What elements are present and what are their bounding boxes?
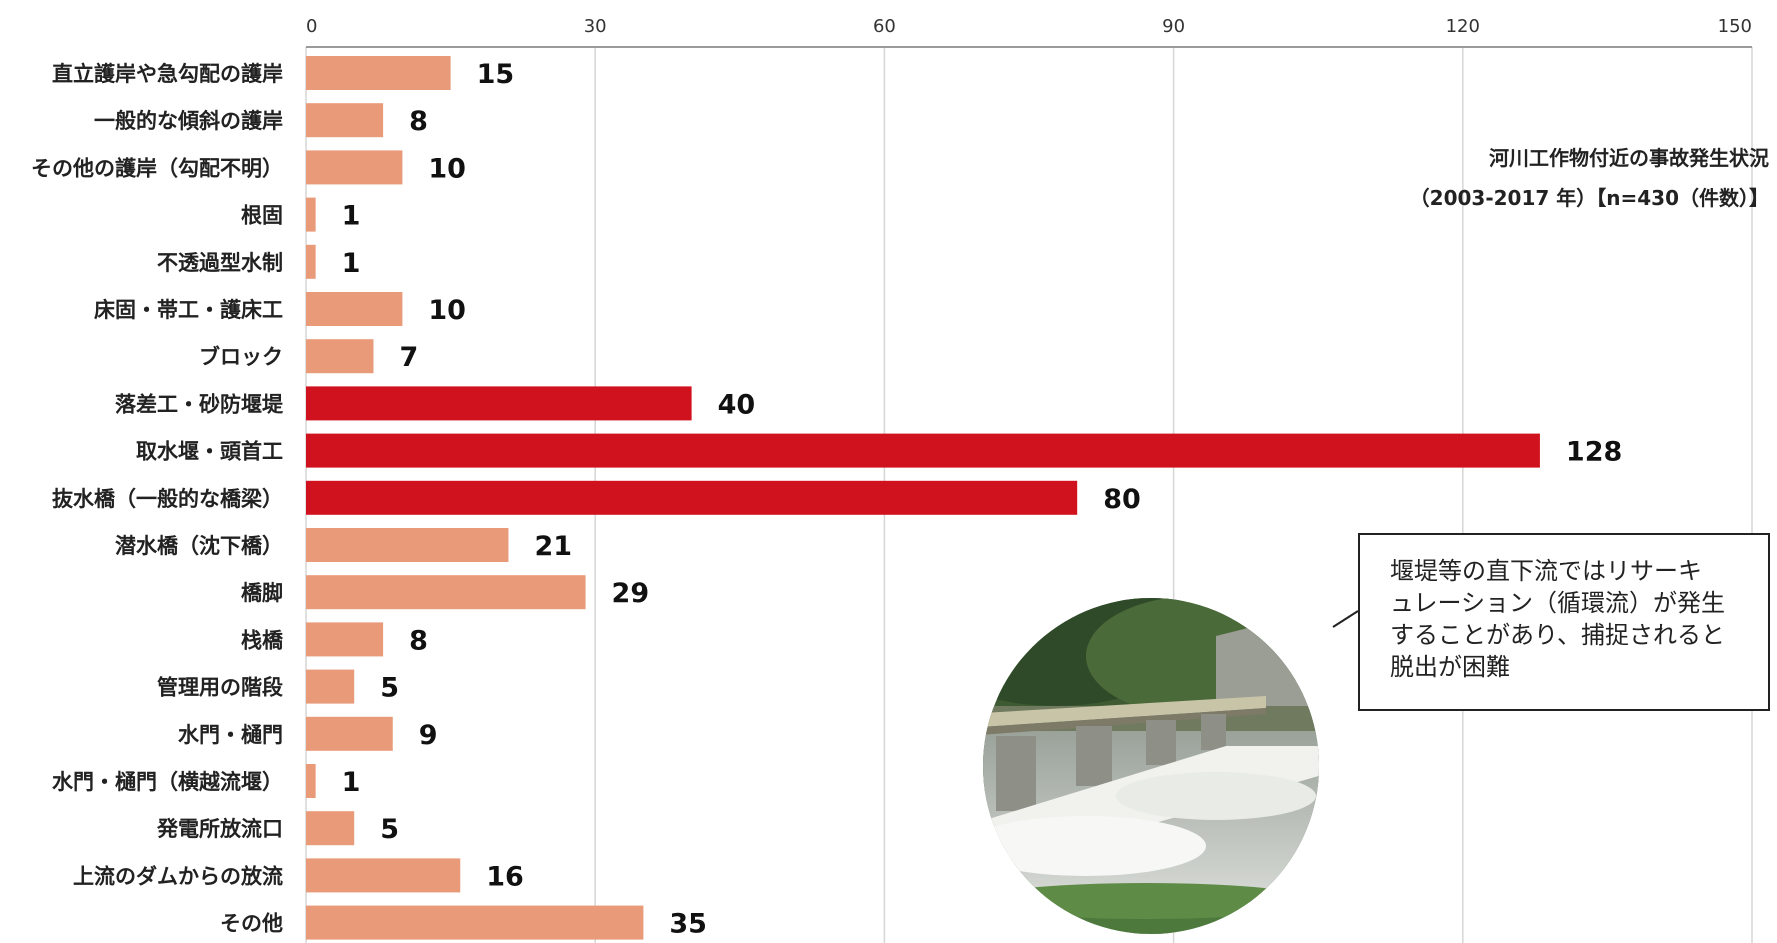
x-tick-label: 90 xyxy=(1162,16,1185,37)
bar xyxy=(306,244,316,279)
category-label: 直立護岸や急勾配の護岸 xyxy=(52,62,283,86)
callout-line-4: 脱出が困難 xyxy=(1390,653,1510,681)
category-label: 発電所放流口 xyxy=(156,817,283,841)
callout-line-2: ュレーション（循環流）が発生 xyxy=(1390,589,1726,617)
bar xyxy=(306,150,403,185)
bar xyxy=(306,669,355,704)
category-label: 橋脚 xyxy=(241,581,283,605)
bar xyxy=(306,716,393,751)
value-label: 5 xyxy=(380,673,399,704)
value-label: 1 xyxy=(342,767,361,798)
bar xyxy=(306,764,316,798)
bar xyxy=(306,56,451,90)
x-tick-label: 30 xyxy=(584,16,607,37)
bar xyxy=(306,292,403,326)
x-tick-labels: 0 30 60 90 120 150 xyxy=(306,16,1752,37)
value-label: 40 xyxy=(718,389,756,420)
value-label: 29 xyxy=(612,578,650,609)
value-label: 15 xyxy=(477,59,515,90)
bar xyxy=(306,905,644,940)
value-label: 8 xyxy=(409,106,428,137)
category-label: 管理用の階段 xyxy=(157,676,283,700)
value-label: 10 xyxy=(428,153,466,184)
bars xyxy=(306,56,1540,940)
value-label: 1 xyxy=(342,201,361,232)
bar xyxy=(306,433,1540,468)
bar xyxy=(306,339,374,374)
bar xyxy=(306,386,692,421)
category-label: 水門・樋門 xyxy=(178,723,283,747)
bar xyxy=(306,811,355,846)
x-tick-label: 0 xyxy=(306,16,317,37)
source-title-line-1: 河川工作物付近の事故発生状況 xyxy=(1489,146,1769,170)
category-label: 一般的な傾斜の護岸 xyxy=(94,109,283,133)
bar xyxy=(306,575,586,610)
category-label: その他 xyxy=(220,912,283,936)
bar xyxy=(306,480,1078,515)
callout-line-3: することがあり、捕捉されると xyxy=(1390,621,1726,649)
value-label: 21 xyxy=(534,531,572,562)
value-label: 16 xyxy=(486,861,524,892)
category-label: 水門・樋門（横越流堰） xyxy=(52,770,283,794)
callout-line-1: 堰堤等の直下流ではリサーキ xyxy=(1390,557,1702,585)
bar xyxy=(306,103,384,138)
value-label: 10 xyxy=(428,295,466,326)
value-label: 80 xyxy=(1103,484,1141,515)
bar xyxy=(306,197,316,232)
category-label: その他の護岸（勾配不明） xyxy=(31,156,283,180)
bar xyxy=(306,528,509,562)
callout-pointer-line xyxy=(1332,610,1359,628)
callout-box: 堰堤等の直下流ではリサーキ ュレーション（循環流）が発生 することがあり、捕捉さ… xyxy=(1358,533,1770,711)
value-label: 5 xyxy=(380,814,399,845)
value-label: 7 xyxy=(399,342,418,373)
category-label: 抜水橋（一般的な橋梁） xyxy=(52,487,283,511)
value-label: 9 xyxy=(419,720,438,751)
source-title-line-2: （2003-2017 年）【n=430（件数）】 xyxy=(1409,186,1769,210)
river-weir-photo xyxy=(983,598,1319,934)
category-label: 栈橋 xyxy=(241,628,284,652)
bar xyxy=(306,858,461,893)
category-label: 上流のダムからの放流 xyxy=(73,864,283,888)
value-label: 35 xyxy=(669,909,707,940)
grid-lines xyxy=(305,46,1753,943)
category-label: ブロック xyxy=(199,345,283,369)
value-label: 8 xyxy=(409,625,428,656)
category-label: 潜水橋（沈下橋） xyxy=(115,534,283,558)
category-label: 落差工・砂防堰堤 xyxy=(115,392,284,416)
x-tick-label: 150 xyxy=(1718,16,1752,37)
value-label: 128 xyxy=(1566,437,1622,468)
category-label: 不透過型水制 xyxy=(157,251,283,275)
bar xyxy=(306,622,384,657)
x-tick-label: 60 xyxy=(873,16,896,37)
chart-source-title: 河川工作物付近の事故発生状況 （2003-2017 年）【n=430（件数）】 xyxy=(1410,138,1769,218)
value-label: 1 xyxy=(342,248,361,279)
x-tick-label: 120 xyxy=(1446,16,1480,37)
category-label: 根固 xyxy=(241,204,283,228)
category-label: 取水堰・頭首工 xyxy=(136,440,283,464)
category-label: 床固・帯工・護床工 xyxy=(94,298,283,322)
